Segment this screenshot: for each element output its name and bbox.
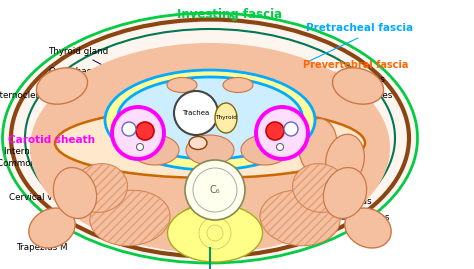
Ellipse shape bbox=[223, 77, 253, 93]
Ellipse shape bbox=[167, 204, 263, 262]
Text: Common carotid A: Common carotid A bbox=[0, 131, 145, 168]
Ellipse shape bbox=[260, 190, 340, 246]
Text: Trachea: Trachea bbox=[182, 110, 210, 116]
Circle shape bbox=[266, 122, 284, 140]
Ellipse shape bbox=[293, 164, 347, 212]
Ellipse shape bbox=[90, 190, 170, 246]
Circle shape bbox=[174, 91, 218, 135]
Text: Scalenus medius: Scalenus medius bbox=[300, 123, 374, 159]
Text: Investing fascia: Investing fascia bbox=[177, 8, 283, 21]
Ellipse shape bbox=[167, 77, 197, 93]
Ellipse shape bbox=[186, 135, 234, 165]
Ellipse shape bbox=[326, 134, 365, 186]
Text: Semispinalis capitus: Semispinalis capitus bbox=[300, 214, 390, 222]
Ellipse shape bbox=[90, 190, 170, 246]
Text: Internal jugular V: Internal jugular V bbox=[4, 131, 128, 157]
Ellipse shape bbox=[73, 164, 128, 212]
Ellipse shape bbox=[73, 164, 128, 212]
Circle shape bbox=[122, 122, 136, 136]
Text: Pretracheal fascia: Pretracheal fascia bbox=[306, 23, 413, 33]
Text: Cervical vertebra: Cervical vertebra bbox=[9, 188, 189, 203]
Text: Prevertebral fascia: Prevertebral fascia bbox=[303, 60, 409, 70]
Ellipse shape bbox=[345, 208, 391, 248]
Text: Thyroid gland: Thyroid gland bbox=[48, 48, 154, 92]
Circle shape bbox=[112, 107, 164, 159]
Circle shape bbox=[136, 122, 154, 140]
Ellipse shape bbox=[36, 68, 88, 104]
Text: Scalenus anterior: Scalenus anterior bbox=[300, 108, 377, 145]
Ellipse shape bbox=[175, 203, 245, 253]
Ellipse shape bbox=[215, 103, 237, 133]
Circle shape bbox=[137, 143, 144, 150]
Text: Levator scapulae: Levator scapulae bbox=[300, 180, 375, 195]
Ellipse shape bbox=[30, 43, 390, 253]
Ellipse shape bbox=[55, 108, 365, 178]
Ellipse shape bbox=[332, 68, 383, 104]
Text: Vagus N: Vagus N bbox=[46, 147, 139, 180]
Text: Splenius capitus: Splenius capitus bbox=[300, 191, 372, 207]
Text: C₆: C₆ bbox=[210, 185, 220, 195]
Ellipse shape bbox=[131, 135, 179, 165]
Ellipse shape bbox=[105, 70, 315, 170]
Ellipse shape bbox=[189, 136, 207, 150]
Text: Trapezius M: Trapezius M bbox=[17, 234, 68, 253]
Text: Infrahyoid muscles: Infrahyoid muscles bbox=[239, 76, 385, 86]
Ellipse shape bbox=[323, 168, 367, 218]
Text: Oesophagus: Oesophagus bbox=[49, 68, 191, 139]
Ellipse shape bbox=[29, 208, 75, 248]
Ellipse shape bbox=[2, 13, 418, 263]
Text: Carotid sheath: Carotid sheath bbox=[9, 135, 95, 145]
Ellipse shape bbox=[118, 77, 302, 159]
Ellipse shape bbox=[293, 164, 347, 212]
Text: Sternocleidomastoid M: Sternocleidomastoid M bbox=[0, 90, 95, 100]
Circle shape bbox=[276, 143, 283, 150]
Circle shape bbox=[185, 160, 245, 220]
Text: Thyroid: Thyroid bbox=[215, 115, 237, 121]
Circle shape bbox=[256, 107, 308, 159]
Ellipse shape bbox=[260, 190, 340, 246]
Ellipse shape bbox=[241, 135, 289, 165]
Ellipse shape bbox=[175, 203, 245, 253]
Circle shape bbox=[284, 122, 298, 136]
Text: Prevertebral muscles: Prevertebral muscles bbox=[269, 91, 392, 149]
Ellipse shape bbox=[299, 119, 337, 174]
Ellipse shape bbox=[54, 168, 97, 218]
